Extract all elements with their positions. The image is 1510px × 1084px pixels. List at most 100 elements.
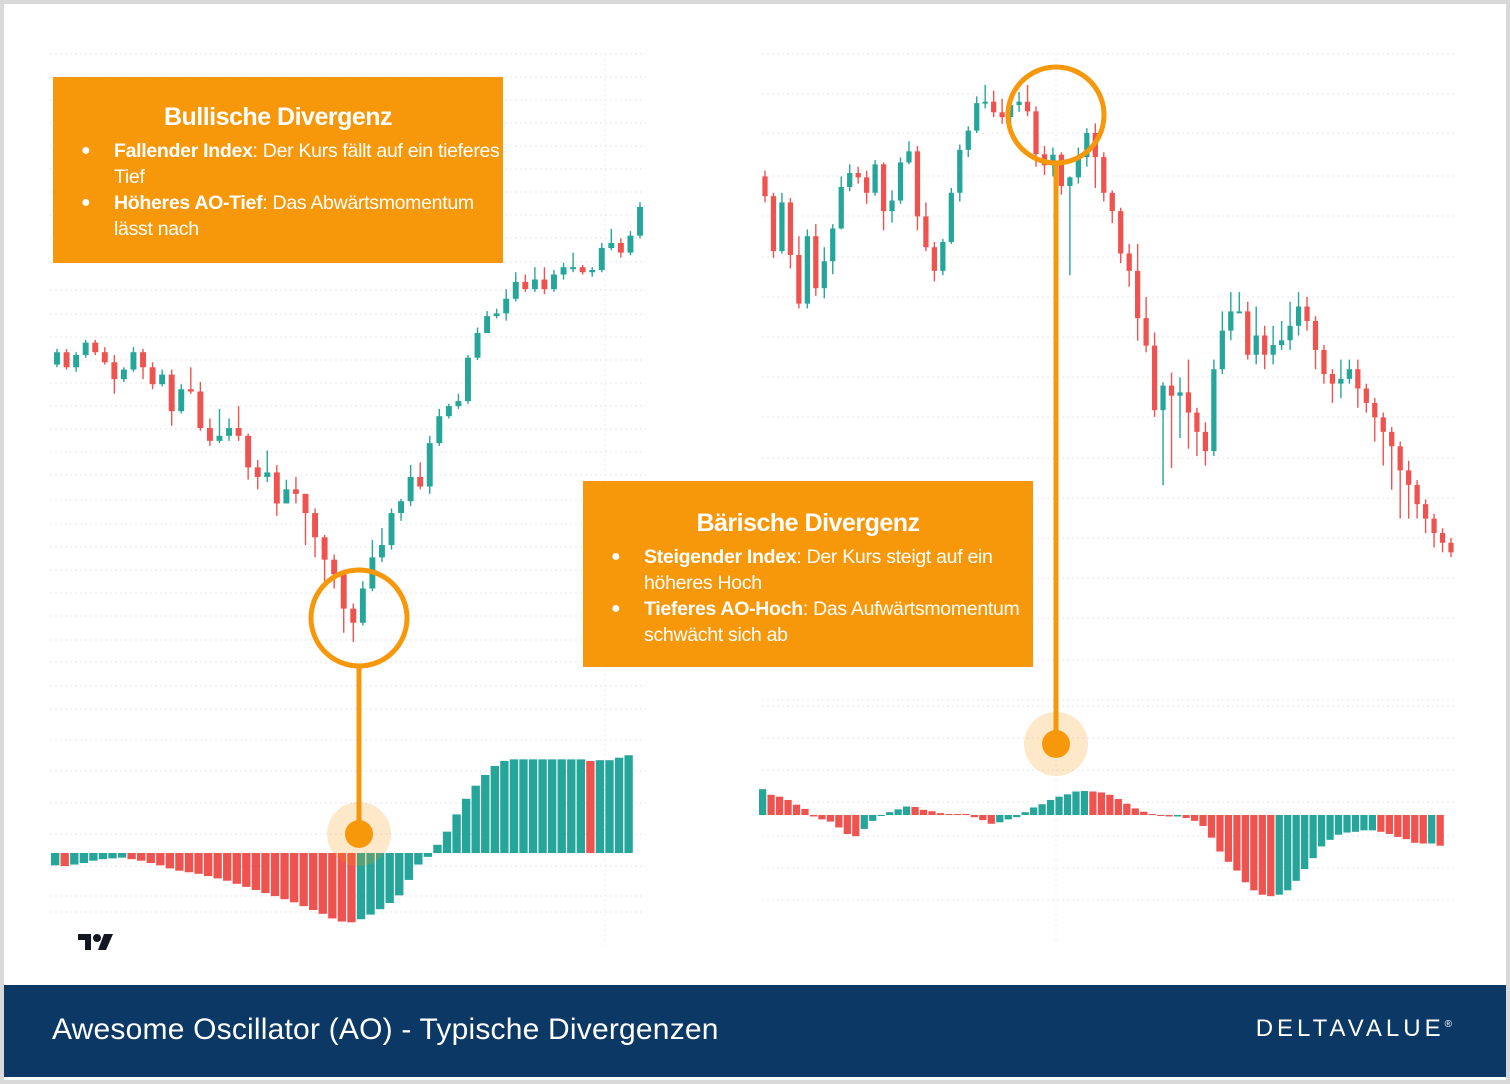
- ao-bar: [860, 815, 868, 829]
- candle-body: [880, 164, 887, 212]
- candle-body: [216, 435, 223, 441]
- item-bold-label: Fallender Index: [114, 140, 253, 162]
- ao-bar: [375, 853, 385, 910]
- ao-bar: [70, 853, 79, 865]
- item-text: : Der Kurs steigt auf ein höheres Hoch: [644, 546, 993, 594]
- candle-body: [1118, 211, 1124, 254]
- candle-body: [331, 559, 338, 575]
- candle-body: [398, 501, 405, 514]
- ao-bar: [547, 759, 557, 853]
- ao-bar: [98, 853, 108, 860]
- candle-body: [503, 298, 510, 314]
- ao-bar: [869, 815, 877, 821]
- bearish-divergence-callout: Bärische Divergenz ● Steigender Index: De…: [583, 481, 1033, 667]
- ao-bar: [1199, 815, 1207, 826]
- ao-bar: [1284, 815, 1292, 891]
- candle-body: [1202, 431, 1209, 452]
- ao-bar: [366, 853, 375, 915]
- ao-bar: [945, 814, 953, 815]
- bearish-callout-list: ● Steigender Index: Der Kurs steigt auf e…: [583, 544, 1033, 648]
- ao-bar: [519, 759, 528, 853]
- ao-bar: [1411, 815, 1419, 843]
- ao-bar: [461, 798, 471, 853]
- ao-bar: [919, 809, 928, 815]
- ao-bar: [127, 853, 136, 860]
- candle-body: [627, 235, 634, 253]
- candle-body: [321, 537, 328, 560]
- ao-bar: [1267, 815, 1275, 897]
- tradingview-logo-icon: [78, 934, 113, 950]
- candle-body: [206, 428, 213, 441]
- candle-body: [1253, 335, 1259, 355]
- ao-bar: [1173, 815, 1182, 817]
- candle-body: [168, 374, 175, 412]
- ao-bar: [1343, 815, 1351, 833]
- item-text: : Der Kurs fällt auf ein tieferes Tief: [114, 140, 500, 188]
- ao-bar: [1131, 808, 1139, 815]
- footer-bar: Awesome Oscillator (AO) - Typische Diver…: [4, 985, 1506, 1077]
- candle-body: [407, 476, 414, 502]
- ao-bar: [996, 815, 1004, 823]
- candle-body: [637, 206, 643, 236]
- candle-body: [965, 130, 971, 150]
- ao-bar: [1309, 815, 1317, 859]
- candle-body: [906, 151, 912, 163]
- candle-body: [359, 588, 366, 623]
- ao-bar: [886, 812, 894, 815]
- divergence-charts: [50, 53, 1455, 945]
- ao-bar: [280, 853, 289, 900]
- ao-bar: [1428, 815, 1436, 844]
- candle-body: [302, 493, 309, 514]
- candle-body: [1422, 504, 1429, 519]
- candle-body: [1278, 340, 1285, 346]
- ao-bar: [232, 853, 241, 884]
- candle-body: [1160, 385, 1166, 411]
- candle-body: [770, 196, 777, 252]
- ao-bar: [60, 853, 69, 867]
- candle-body: [474, 333, 481, 358]
- candle-body: [436, 416, 443, 444]
- candle-body: [1067, 177, 1073, 187]
- ao-bar: [1148, 814, 1156, 815]
- ao-bar: [605, 760, 614, 853]
- ao-bar: [1072, 791, 1080, 815]
- ao-bar: [877, 815, 885, 816]
- candle-body: [974, 103, 980, 131]
- ao-bar: [1207, 815, 1216, 838]
- candle-body: [931, 247, 938, 271]
- candle-body: [813, 236, 819, 289]
- candle-body: [1058, 154, 1065, 187]
- candle-body: [551, 274, 557, 290]
- candle-body: [426, 443, 433, 487]
- ao-bar: [1241, 815, 1250, 883]
- candle-body: [388, 513, 395, 546]
- ao-bar: [79, 853, 89, 864]
- ao-bar: [818, 815, 826, 820]
- ao-bar: [1038, 804, 1046, 815]
- ao-bar: [528, 759, 538, 853]
- footer-title: Awesome Oscillator (AO) - Typische Diver…: [52, 1013, 719, 1046]
- candle-body: [1075, 157, 1081, 178]
- candle-body: [512, 281, 519, 299]
- candle-body: [283, 489, 290, 504]
- ao-bar: [1258, 815, 1266, 895]
- candle-body: [312, 513, 319, 538]
- ao-bar: [270, 853, 280, 897]
- ao-bar: [567, 759, 576, 853]
- list-item: ● Höheres AO-Tief: Das Abwärtsmomentum lä…: [53, 190, 503, 242]
- ao-bar: [452, 814, 461, 853]
- candle-body: [1372, 402, 1378, 418]
- candle-body: [1431, 518, 1437, 534]
- bullish-ao-dot: [345, 820, 373, 848]
- item-bold-label: Tieferes AO-Hoch: [644, 598, 803, 620]
- ao-bar: [1004, 815, 1012, 820]
- ao-bar: [792, 804, 801, 815]
- ao-bar: [1165, 815, 1173, 817]
- bearish-ao-dot: [1042, 730, 1070, 758]
- ao-bar: [902, 806, 911, 815]
- candle-body: [1346, 369, 1352, 379]
- ao-bar: [809, 815, 818, 817]
- candle-body: [292, 489, 299, 494]
- ao-bar: [509, 759, 519, 853]
- item-bold-label: Höheres AO-Tief: [114, 192, 263, 214]
